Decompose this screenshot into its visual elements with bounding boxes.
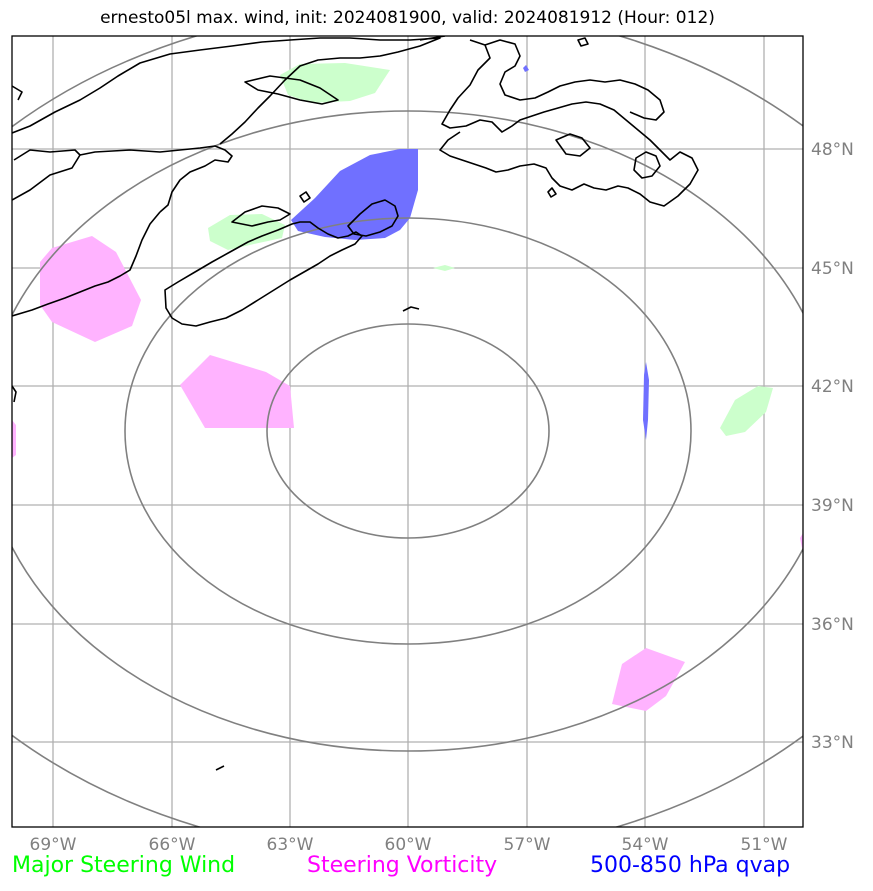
lon-label-51w: 51°W (741, 835, 788, 855)
legend-steering-vorticity: Steering Vorticity (307, 853, 498, 878)
qvap-area-main (291, 149, 418, 240)
ring-2 (124, 217, 692, 645)
vorticity-area-southeast (612, 648, 685, 711)
coast-anticosti (244, 75, 339, 105)
wind-area-small (433, 265, 455, 271)
qvap-area-speck (523, 65, 529, 72)
coast-new-brunswick (12, 154, 161, 317)
coast-cape-breton (347, 199, 399, 237)
vorticity-area-east-edge (800, 533, 803, 553)
lon-label-54w: 54°W (622, 835, 669, 855)
steering-vorticity-areas (12, 236, 803, 711)
wind-area-gulf-st-lawrence (280, 63, 390, 103)
vorticity-area-west-edge (12, 420, 16, 458)
qvap-area-thin (643, 362, 649, 440)
qvap-areas (291, 65, 649, 440)
coast-avalon (633, 151, 661, 179)
vorticity-area-central (180, 355, 294, 428)
latitude-labels: 48°N 45°N 42°N 39°N 36°N 33°N (811, 140, 854, 753)
coast-fortune-bay (555, 133, 591, 157)
legend-qvap: 500-850 hPa qvap (590, 853, 791, 878)
ring-3 (12, 110, 803, 752)
graticule (12, 36, 803, 827)
lat-label-45n: 45°N (811, 259, 854, 279)
lon-label-63w: 63°W (267, 835, 314, 855)
lon-label-57w: 57°W (504, 835, 551, 855)
wind-area-east (720, 386, 773, 436)
coast-west-edge (12, 85, 23, 403)
distance-rings (12, 36, 803, 827)
lon-label-60w: 60°W (385, 835, 432, 855)
lon-label-66w: 66°W (149, 835, 196, 855)
lat-label-33n: 33°N (811, 733, 854, 753)
coastlines (12, 36, 699, 771)
lat-label-39n: 39°N (811, 496, 854, 516)
coast-magdalen (299, 191, 311, 203)
coast-sable-island (402, 306, 420, 312)
coast-gaspe (13, 145, 233, 213)
lat-label-42n: 42°N (811, 377, 854, 397)
vorticity-area-maine (40, 236, 141, 342)
ring-1 (266, 323, 550, 539)
coast-pei (231, 205, 291, 227)
coast-quebec-north-shore (12, 37, 441, 145)
lat-label-36n: 36°N (811, 615, 854, 635)
legend-steering-wind: Major Steering Wind (12, 853, 236, 878)
coast-islet-1 (547, 187, 557, 198)
steering-wind-areas (208, 63, 773, 436)
map-frame (11, 35, 804, 828)
coast-islet-south (215, 765, 225, 771)
coast-islet-2 (577, 37, 589, 47)
lon-label-69w: 69°W (30, 835, 77, 855)
map-title: ernesto05l max. wind, init: 2024081900, … (100, 8, 715, 28)
lat-label-48n: 48°N (811, 140, 854, 160)
coast-newfoundland-north (484, 39, 665, 121)
longitude-labels: 69°W 66°W 63°W 60°W 57°W 54°W 51°W (30, 835, 788, 855)
coast-newfoundland (419, 36, 699, 207)
